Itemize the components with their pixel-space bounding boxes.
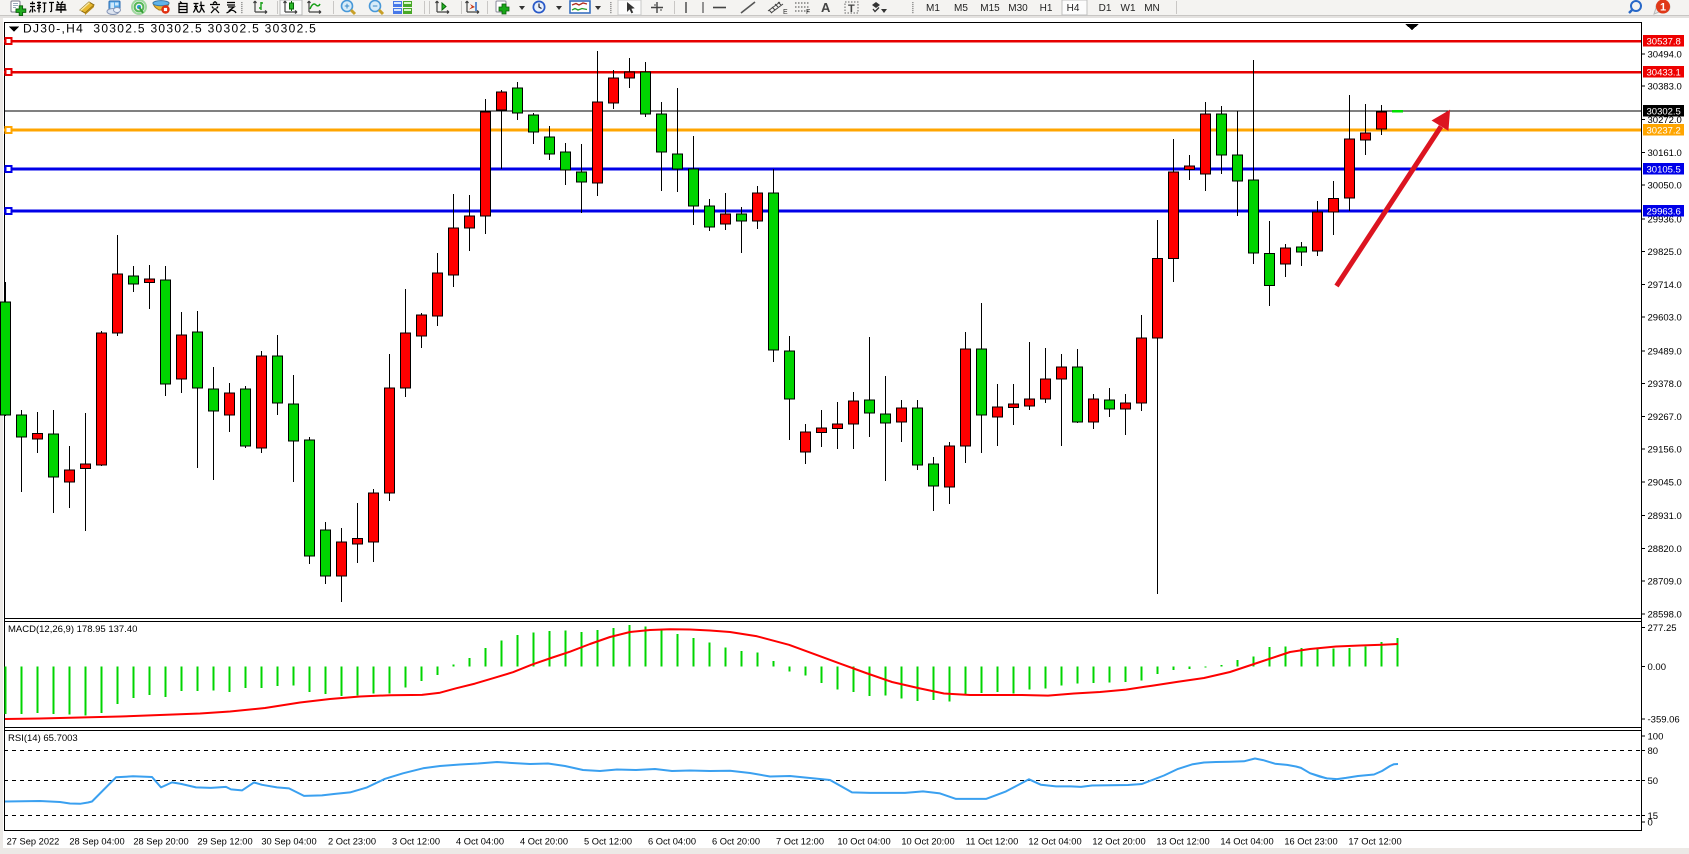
svg-text:M30: M30 xyxy=(1008,3,1028,14)
svg-text:30433.1: 30433.1 xyxy=(1647,68,1681,79)
svg-text:M1: M1 xyxy=(926,3,940,14)
svg-text:30302.5: 30302.5 xyxy=(1647,107,1681,118)
svg-text:4 Oct 20:00: 4 Oct 20:00 xyxy=(520,837,568,847)
svg-text:H4: H4 xyxy=(1067,3,1080,14)
svg-text:30050.0: 30050.0 xyxy=(1648,181,1682,192)
svg-text:6 Oct 04:00: 6 Oct 04:00 xyxy=(648,837,696,847)
svg-text:M5: M5 xyxy=(954,3,968,14)
svg-text:30537.8: 30537.8 xyxy=(1647,37,1681,48)
svg-text:13 Oct 12:00: 13 Oct 12:00 xyxy=(1156,837,1209,847)
svg-text:2 Oct 23:00: 2 Oct 23:00 xyxy=(328,837,376,847)
svg-text:+: + xyxy=(344,1,349,11)
svg-text:28 Sep 20:00: 28 Sep 20:00 xyxy=(133,837,188,847)
svg-text:4 Oct 04:00: 4 Oct 04:00 xyxy=(456,837,504,847)
svg-text:5 Oct 12:00: 5 Oct 12:00 xyxy=(584,837,632,847)
svg-text:28709.0: 28709.0 xyxy=(1648,577,1682,588)
svg-text:11 Oct 12:00: 11 Oct 12:00 xyxy=(966,837,1019,847)
svg-text:30161.0: 30161.0 xyxy=(1648,148,1682,159)
svg-text:3 Oct 12:00: 3 Oct 12:00 xyxy=(392,837,440,847)
svg-text:10 Oct 04:00: 10 Oct 04:00 xyxy=(837,837,890,847)
svg-text:10 Oct 20:00: 10 Oct 20:00 xyxy=(901,837,954,847)
svg-text:12 Oct 04:00: 12 Oct 04:00 xyxy=(1028,837,1081,847)
svg-text:E: E xyxy=(783,9,788,16)
svg-text:30494.0: 30494.0 xyxy=(1648,50,1682,61)
svg-text:F: F xyxy=(806,9,810,16)
svg-text:27 Sep 2022: 27 Sep 2022 xyxy=(7,837,60,847)
svg-text:277.25: 277.25 xyxy=(1648,623,1677,634)
svg-text:28598.0: 28598.0 xyxy=(1648,610,1682,621)
svg-text:7 Oct 12:00: 7 Oct 12:00 xyxy=(776,837,824,847)
svg-text:T: T xyxy=(848,3,855,15)
svg-text:50: 50 xyxy=(1648,776,1659,787)
svg-text:29156.0: 29156.0 xyxy=(1648,445,1682,456)
svg-text:DJ30-,H4 30302.5 30302.5 3030: DJ30-,H4 30302.5 30302.5 30302.5 30302.5 xyxy=(23,22,317,36)
svg-text:H1: H1 xyxy=(1040,3,1053,14)
svg-text:16 Oct 23:00: 16 Oct 23:00 xyxy=(1284,837,1337,847)
svg-text:80: 80 xyxy=(1648,746,1659,757)
svg-text:12 Oct 20:00: 12 Oct 20:00 xyxy=(1092,837,1145,847)
svg-text:30272.0: 30272.0 xyxy=(1648,115,1682,126)
svg-text:A: A xyxy=(821,0,831,15)
svg-text:29 Sep 12:00: 29 Sep 12:00 xyxy=(197,837,252,847)
svg-text:29045.0: 29045.0 xyxy=(1648,478,1682,489)
svg-text:29963.6: 29963.6 xyxy=(1647,207,1681,218)
svg-text:−: − xyxy=(372,1,377,11)
svg-text:30383.0: 30383.0 xyxy=(1648,82,1682,93)
svg-text:29489.0: 29489.0 xyxy=(1648,346,1682,357)
svg-text:0: 0 xyxy=(1648,818,1653,829)
svg-text:29603.0: 29603.0 xyxy=(1648,313,1682,324)
svg-text:29378.0: 29378.0 xyxy=(1648,379,1682,390)
svg-text:RSI(14) 65.7003: RSI(14) 65.7003 xyxy=(8,733,78,744)
svg-text:28 Sep 04:00: 28 Sep 04:00 xyxy=(69,837,124,847)
svg-text:28820.0: 28820.0 xyxy=(1648,544,1682,555)
svg-text:30 Sep 04:00: 30 Sep 04:00 xyxy=(261,837,316,847)
svg-text:M15: M15 xyxy=(980,3,1000,14)
svg-text:17 Oct 12:00: 17 Oct 12:00 xyxy=(1348,837,1401,847)
svg-text:15: 15 xyxy=(1648,811,1659,822)
svg-text:28931.0: 28931.0 xyxy=(1648,511,1682,522)
svg-text:D1: D1 xyxy=(1099,3,1112,14)
svg-text:14 Oct 04:00: 14 Oct 04:00 xyxy=(1220,837,1273,847)
svg-text:6 Oct 20:00: 6 Oct 20:00 xyxy=(712,837,760,847)
svg-text:W1: W1 xyxy=(1121,3,1136,14)
svg-text:-359.06: -359.06 xyxy=(1648,714,1680,725)
svg-text:29714.0: 29714.0 xyxy=(1648,280,1682,291)
svg-text:29825.0: 29825.0 xyxy=(1648,247,1682,258)
svg-text:100: 100 xyxy=(1648,732,1664,743)
svg-text:1: 1 xyxy=(1660,2,1666,14)
svg-text:29936.0: 29936.0 xyxy=(1648,214,1682,225)
svg-text:MN: MN xyxy=(1144,3,1160,14)
svg-text:MACD(12,26,9) 178.95 137.40: MACD(12,26,9) 178.95 137.40 xyxy=(8,624,137,635)
svg-text:30237.2: 30237.2 xyxy=(1647,126,1681,137)
svg-text:0.00: 0.00 xyxy=(1648,662,1667,673)
svg-text:29267.0: 29267.0 xyxy=(1648,412,1682,423)
svg-text:30105.5: 30105.5 xyxy=(1647,165,1681,176)
